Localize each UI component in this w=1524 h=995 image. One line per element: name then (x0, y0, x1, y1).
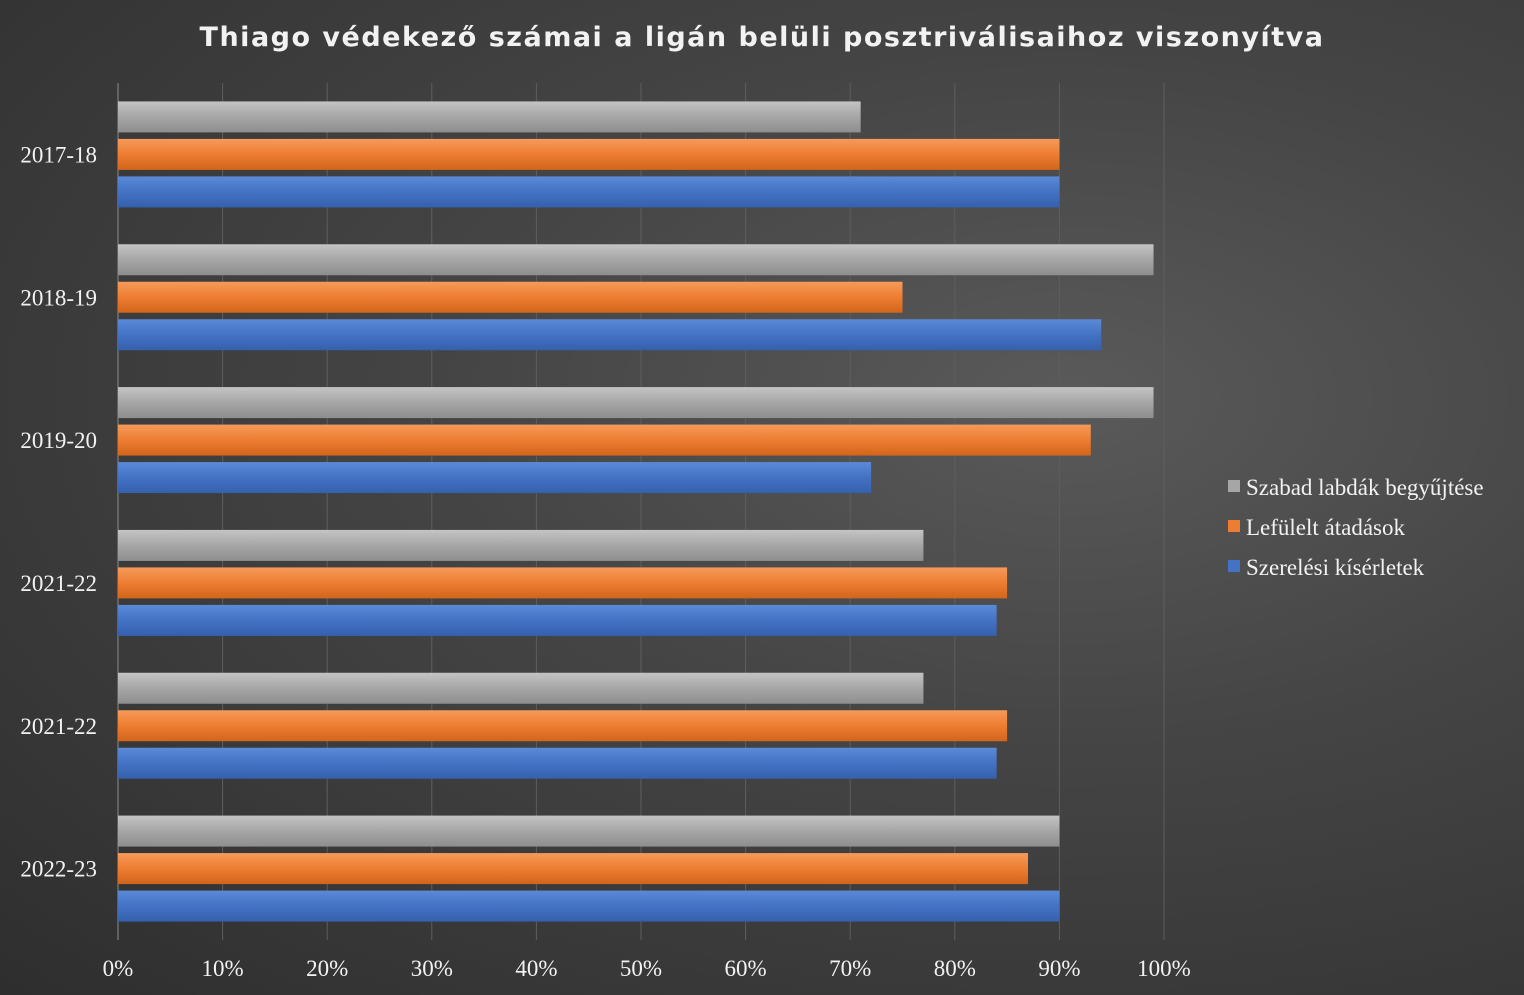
x-tick-label: 70% (829, 956, 871, 981)
bar (118, 604, 997, 636)
x-tick-label: 30% (411, 956, 453, 981)
x-axis-labels: 0% 10% 20% 30% 40% 50% 60% 70% 80% 90% 100% (103, 956, 1191, 981)
bar (118, 319, 1102, 351)
bar (118, 672, 924, 704)
bar (118, 462, 872, 494)
legend-swatch (1228, 560, 1240, 572)
y-tick-label: 2017-18 (20, 142, 97, 167)
bar (118, 890, 1060, 922)
y-axis-labels: 2017-18 2018-19 2019-20 2021-22 2021-22 2022-… (20, 142, 97, 881)
bar (118, 387, 1154, 419)
x-tick-label: 0% (103, 956, 134, 981)
y-tick-label: 2022-23 (20, 857, 97, 882)
y-tick-label: 2021-22 (20, 714, 97, 739)
bar (118, 138, 1060, 170)
bars (118, 101, 1154, 922)
bar (118, 567, 1008, 599)
legend-swatch (1228, 480, 1240, 492)
x-tick-label: 60% (725, 956, 767, 981)
y-tick-label: 2018-19 (20, 285, 97, 310)
x-tick-label: 80% (934, 956, 976, 981)
bar (118, 853, 1029, 885)
bar (118, 281, 903, 313)
bar (118, 176, 1060, 208)
chart-title: Thiago védekező számai a ligán belüli po… (200, 22, 1325, 53)
x-tick-label: 40% (515, 956, 557, 981)
bar (118, 424, 1091, 456)
x-tick-label: 20% (306, 956, 348, 981)
bar (118, 529, 924, 561)
y-tick-label: 2021-22 (20, 571, 97, 596)
legend: Szabad labdák begyűjtése Lefülelt átadáso… (1228, 475, 1484, 580)
x-tick-label: 90% (1038, 956, 1080, 981)
bar (118, 101, 861, 133)
y-tick-label: 2019-20 (20, 428, 97, 453)
x-tick-label: 100% (1137, 956, 1191, 981)
bar (118, 747, 997, 779)
bar (118, 710, 1008, 742)
legend-label: Lefülelt átadások (1246, 515, 1406, 540)
x-tick-label: 10% (202, 956, 244, 981)
bar (118, 244, 1154, 276)
x-tick-label: 50% (620, 956, 662, 981)
legend-swatch (1228, 520, 1240, 532)
bar (118, 815, 1060, 847)
legend-label: Szabad labdák begyűjtése (1246, 475, 1484, 500)
gridlines (117, 83, 1165, 940)
legend-label: Szerelési kísérletek (1246, 555, 1425, 580)
